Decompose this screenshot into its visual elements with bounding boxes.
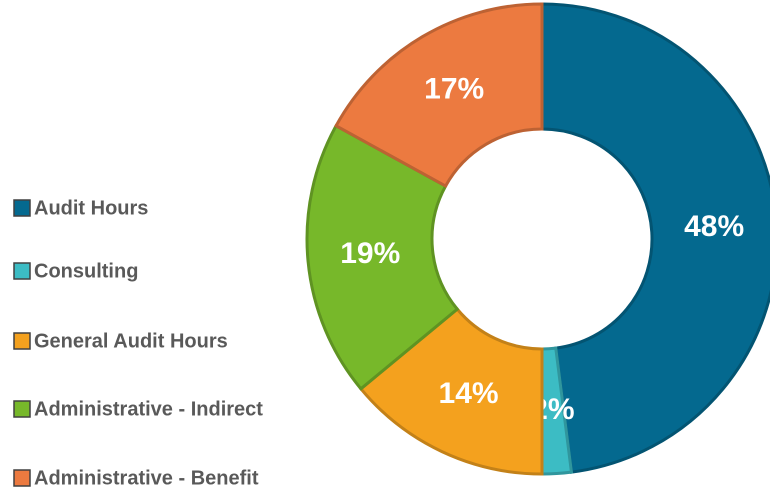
legend-swatch [13, 469, 31, 487]
legend-swatch [13, 400, 31, 418]
value-label: 19% [340, 237, 400, 270]
value-label: 14% [439, 377, 499, 410]
value-label: 48% [684, 210, 744, 243]
legend-text: Consulting [34, 260, 138, 282]
donut-segment [358, 307, 544, 476]
legend-text: Audit Hours [34, 197, 148, 219]
legend-swatch [13, 262, 31, 280]
donut-segment [540, 2, 770, 474]
legend-text: General Audit Hours [34, 330, 228, 352]
legend-text: Administrative - Benefit [34, 467, 259, 489]
legend-swatch [13, 332, 31, 350]
donut-segment [305, 123, 460, 391]
legend-swatch [13, 199, 31, 217]
legend-text: Administrative - Indirect [34, 398, 263, 420]
value-label: 17% [424, 72, 484, 105]
donut-segment [334, 2, 544, 189]
